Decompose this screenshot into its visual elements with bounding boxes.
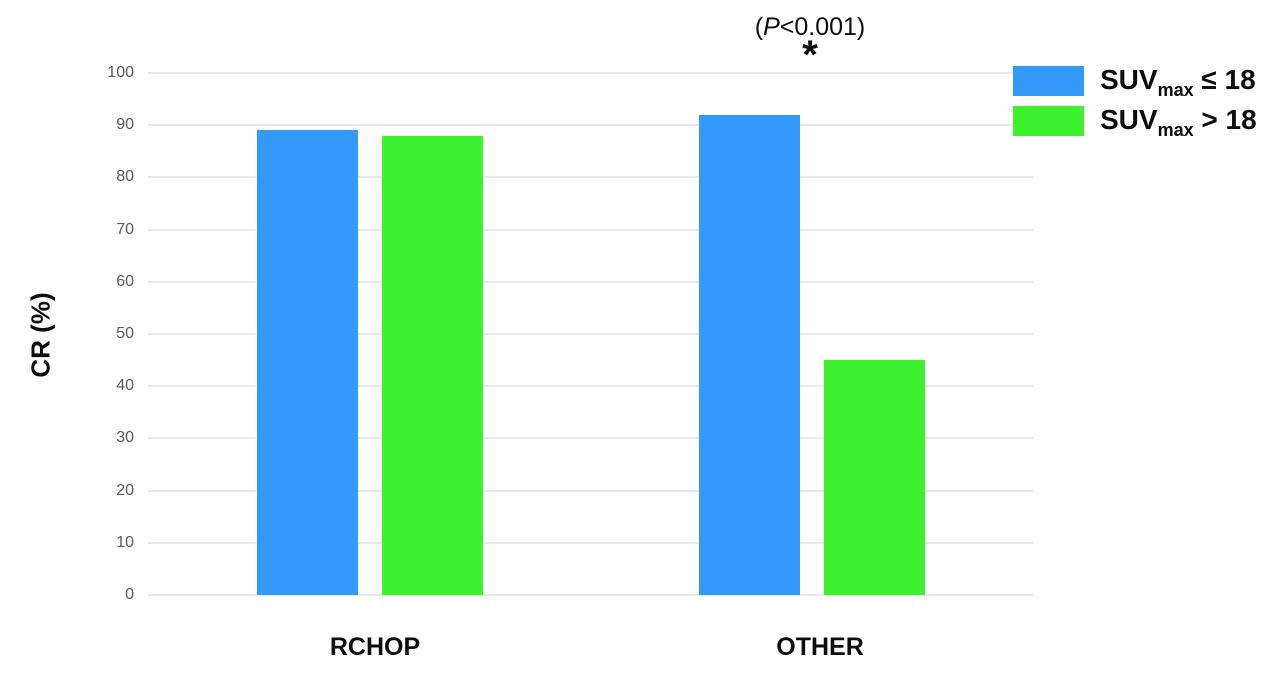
bar-other-series-1 <box>824 360 925 595</box>
x-category-label-other: OTHER <box>776 633 864 661</box>
p-value-text: (P<0.001) <box>754 13 866 41</box>
gridline-y-70 <box>148 228 1033 231</box>
y-tick-label-0: 0 <box>125 586 134 603</box>
bar-rchop-series-0 <box>257 130 358 595</box>
legend-label-0: SUVmax ≤ 18 <box>1100 63 1256 100</box>
bar-other-series-0 <box>699 115 800 595</box>
significance-star: * <box>802 33 818 77</box>
y-tick-label-80: 80 <box>116 168 134 186</box>
gridline-y-90 <box>148 124 1033 127</box>
gridline-y-20 <box>148 489 1033 492</box>
legend-swatch-0 <box>1013 66 1084 96</box>
y-tick-label-50: 50 <box>116 325 134 342</box>
y-tick-label-100: 100 <box>107 64 134 81</box>
gridline-y-0 <box>148 594 1033 596</box>
legend-item-1: SUVmax > 18 <box>1013 103 1257 140</box>
bar-rchop-series-1 <box>382 136 483 595</box>
gridline-y-60 <box>148 280 1033 283</box>
y-tick-label-30: 30 <box>116 429 134 447</box>
gridline-y-40 <box>148 385 1033 388</box>
gridline-y-100 <box>148 72 1033 74</box>
y-tick-label-90: 90 <box>116 116 134 134</box>
y-tick-label-10: 10 <box>116 533 134 551</box>
legend-swatch-1 <box>1013 106 1084 136</box>
gridline-y-10 <box>148 541 1033 544</box>
legend-label-1: SUVmax > 18 <box>1100 103 1257 140</box>
legend-item-0: SUVmax ≤ 18 <box>1013 63 1257 100</box>
x-category-label-rchop: RCHOP <box>329 633 421 661</box>
y-tick-label-60: 60 <box>116 272 134 290</box>
plot-area: 0 10 20 30 40 50 60 70 80 90 100 <box>107 64 1033 603</box>
gridline-y-50 <box>148 333 1033 335</box>
y-axis-title: CR (%) <box>25 292 56 378</box>
y-tick-label-20: 20 <box>116 481 134 499</box>
y-tick-label-70: 70 <box>116 220 134 238</box>
legend: SUVmax ≤ 18 SUVmax > 18 <box>1013 63 1257 146</box>
y-tick-label-40: 40 <box>116 377 134 395</box>
gridline-y-30 <box>148 437 1033 440</box>
gridline-y-80 <box>148 176 1033 179</box>
significance-annotation: (P<0.001) * <box>754 12 866 77</box>
